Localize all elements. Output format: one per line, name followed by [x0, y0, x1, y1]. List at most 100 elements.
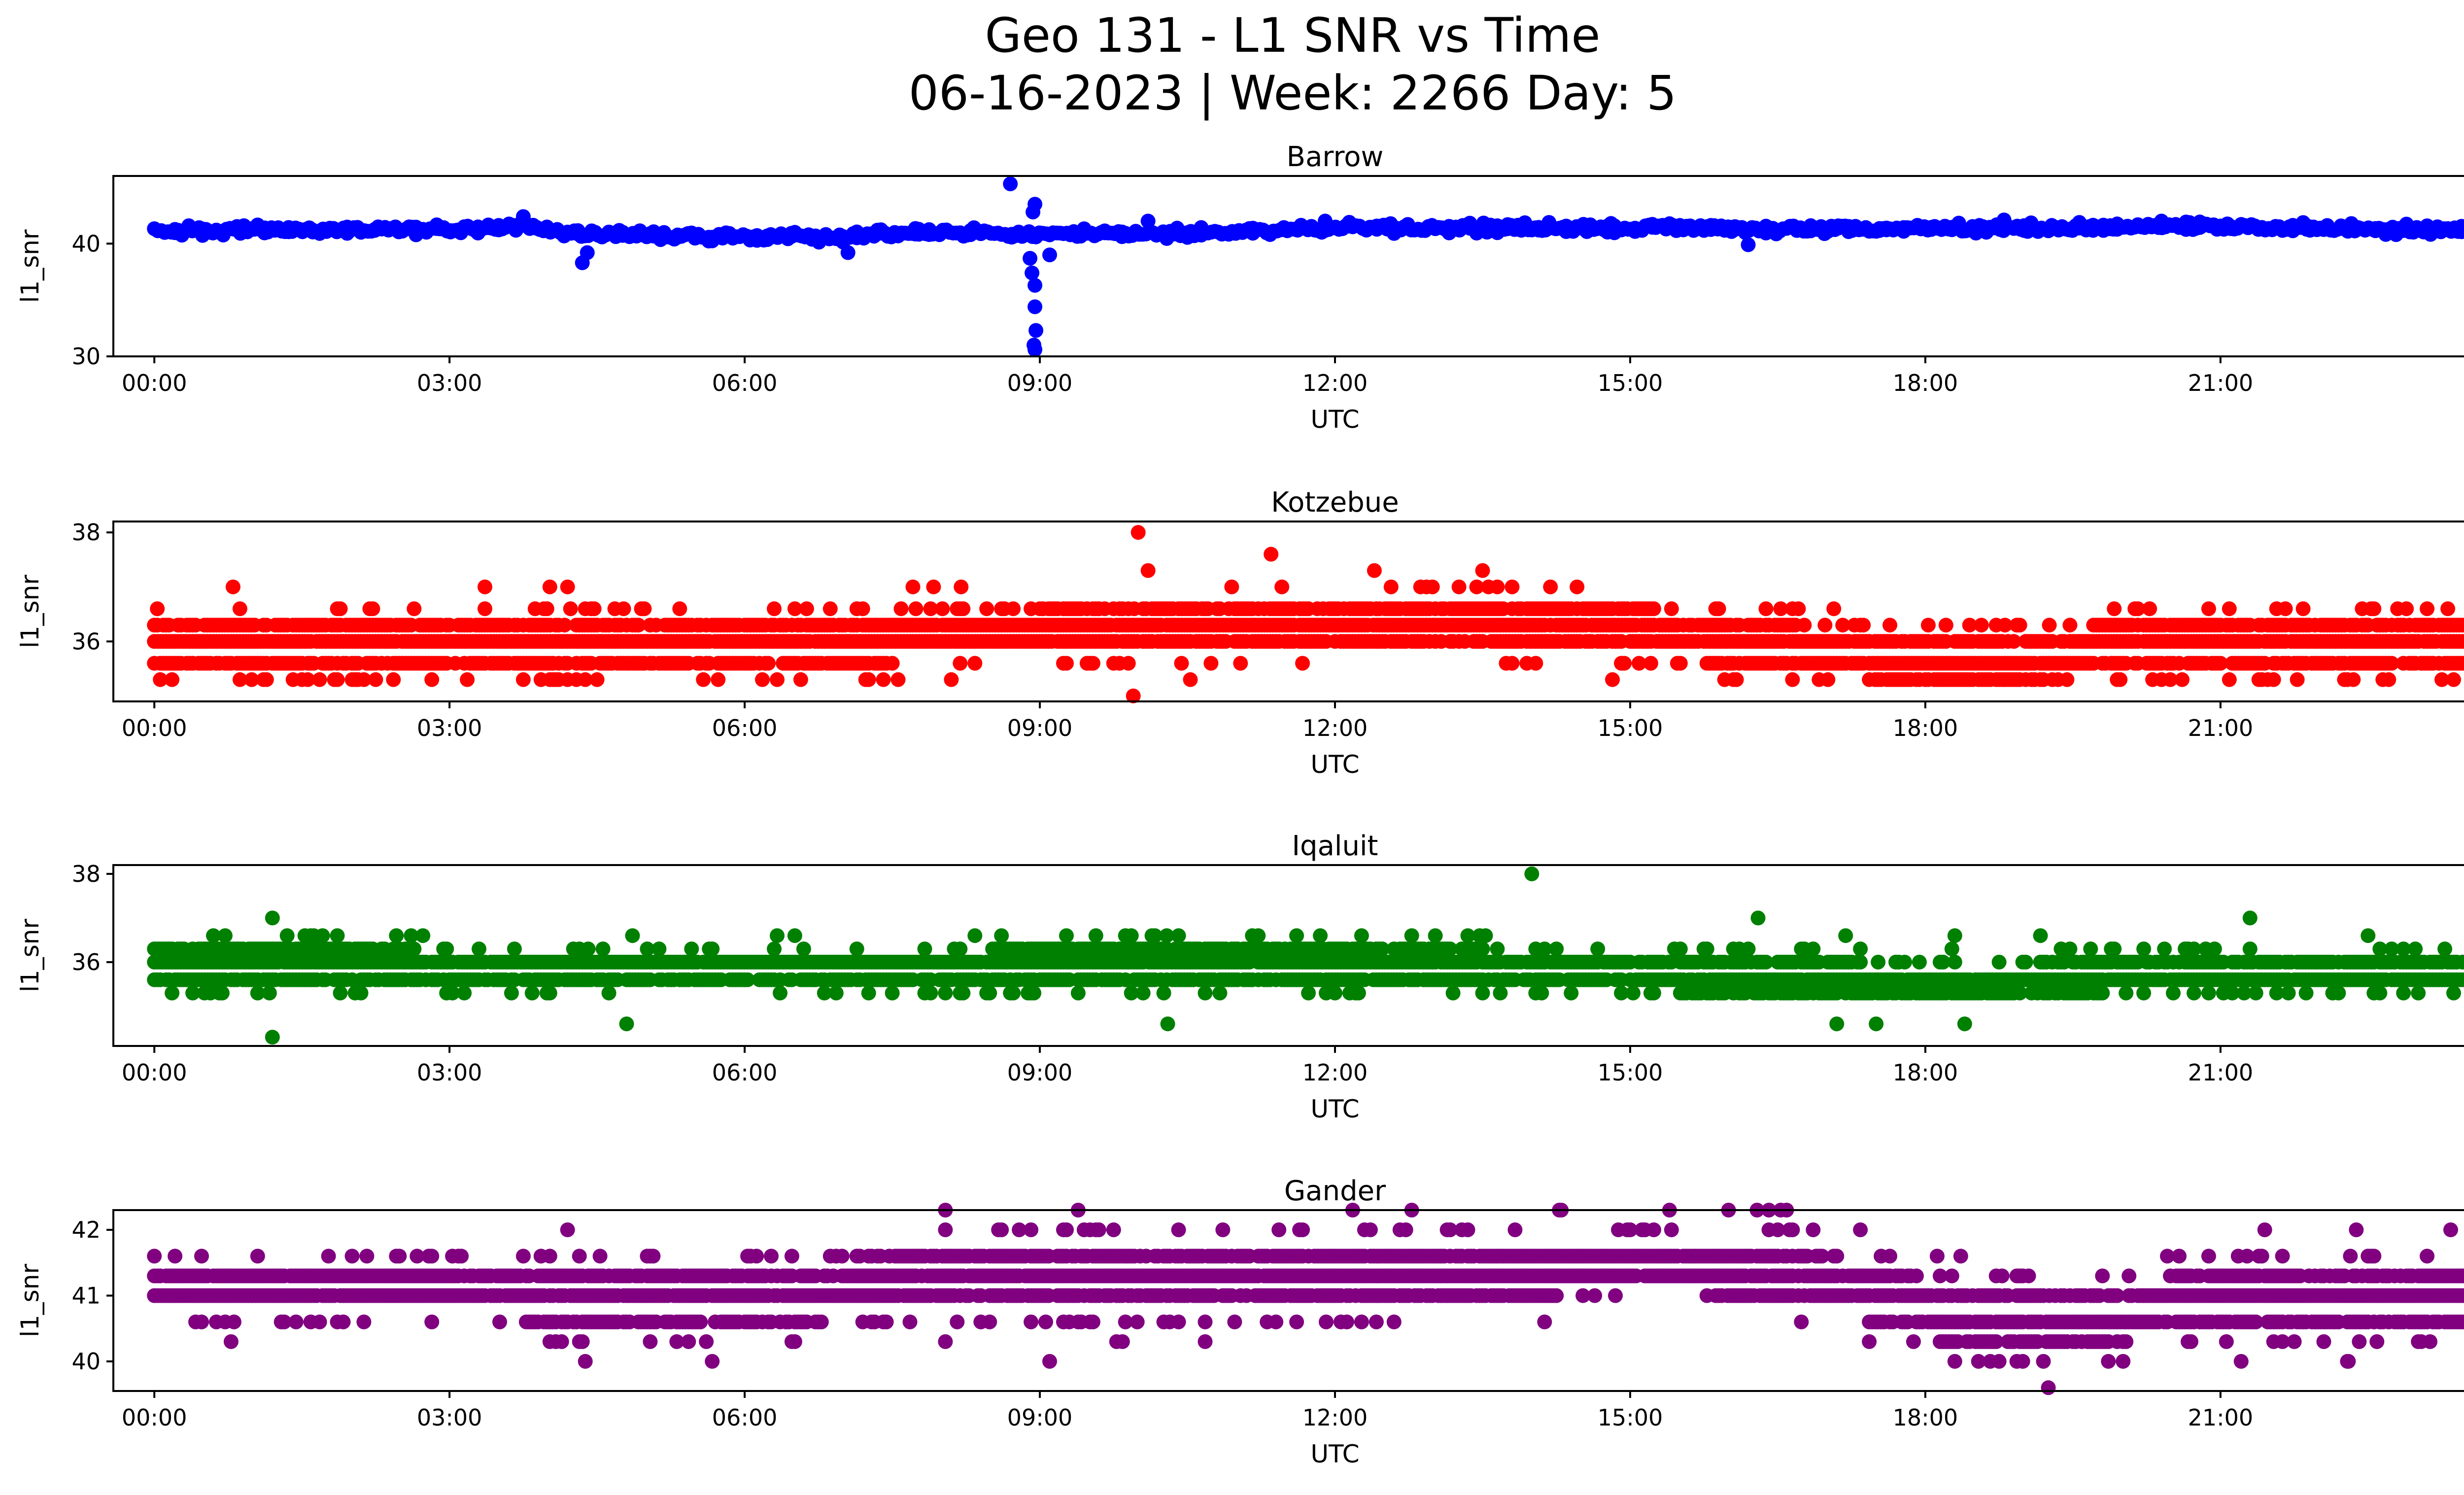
data-point	[2222, 672, 2237, 687]
data-point	[1233, 656, 1248, 671]
data-point	[787, 601, 802, 616]
data-point	[923, 985, 938, 1001]
data-point	[979, 601, 994, 616]
data-point	[557, 618, 572, 633]
data-point	[1605, 672, 1620, 687]
data-point	[1140, 563, 1156, 578]
data-point	[2372, 985, 2388, 1001]
data-point	[1445, 985, 1461, 1001]
data-point	[1478, 928, 1493, 943]
y-tick-label: 36	[71, 628, 101, 655]
data-point	[542, 579, 557, 594]
data-point	[1428, 928, 1443, 943]
y-axis-label: l1_snr	[16, 575, 44, 648]
data-point	[1027, 985, 1042, 1001]
data-point	[967, 656, 983, 671]
data-point	[2399, 601, 2414, 616]
data-point	[1528, 656, 1543, 671]
data-point	[1699, 941, 1714, 957]
data-point	[2381, 672, 2396, 687]
data-point	[1289, 928, 1304, 943]
data-point	[1543, 579, 1558, 594]
data-point	[2242, 941, 2258, 957]
data-point	[616, 601, 631, 616]
data-point	[225, 579, 240, 594]
data-point	[524, 985, 540, 1001]
data-point	[1027, 299, 1043, 314]
data-point	[1140, 213, 1156, 229]
data-point	[244, 672, 259, 687]
data-point	[300, 672, 315, 687]
data-point	[2059, 672, 2075, 687]
data-point	[478, 601, 492, 616]
data-point	[1856, 618, 1871, 633]
data-point	[1198, 985, 1213, 1001]
data-point	[2113, 672, 2128, 687]
data-point	[356, 672, 372, 687]
data-point	[1475, 985, 1490, 1001]
data-point	[1023, 251, 1038, 266]
data-point	[333, 601, 348, 616]
data-point	[2154, 213, 2169, 229]
data-point	[2142, 601, 2157, 616]
data-point	[2222, 601, 2237, 616]
data-point	[840, 245, 856, 260]
data-point	[1027, 278, 1043, 293]
data-point	[2062, 941, 2078, 957]
data-point	[504, 985, 519, 1001]
data-point	[770, 928, 785, 943]
data-point	[1059, 928, 1074, 943]
data-point	[1171, 928, 1186, 943]
data-point	[439, 941, 454, 957]
data-point	[1124, 928, 1139, 943]
data-point	[1135, 985, 1151, 1001]
data-point	[1026, 205, 1041, 220]
data-point	[217, 928, 233, 943]
data-point	[1664, 601, 1679, 616]
x-tick-label: 12:00	[1302, 715, 1368, 741]
data-point	[2187, 985, 2201, 1001]
data-point	[1944, 941, 1959, 957]
data-point	[861, 985, 876, 1001]
data-point	[581, 941, 596, 957]
data-point	[1991, 954, 2007, 970]
data-point	[876, 672, 891, 687]
data-point	[1564, 985, 1579, 1001]
data-point	[2083, 941, 2098, 957]
data-point	[1425, 579, 1440, 594]
x-tick-label: 12:00	[1302, 370, 1368, 396]
data-point	[315, 928, 330, 943]
data-point	[1251, 928, 1266, 943]
data-point	[542, 985, 557, 1001]
data-point	[407, 941, 422, 957]
data-point	[1673, 656, 1688, 671]
data-point	[1534, 985, 1549, 1001]
data-point	[967, 928, 983, 943]
data-point	[2107, 941, 2122, 957]
data-point	[563, 601, 578, 616]
x-axis-label: UTC	[1310, 750, 1359, 779]
x-tick-label: 15:00	[1598, 370, 1663, 396]
data-point	[1625, 985, 1641, 1001]
figure-title-line2: 06-16-2023 | Week: 2266 Day: 5	[909, 66, 1677, 121]
data-point	[595, 941, 611, 957]
data-point	[773, 985, 787, 1001]
data-point	[855, 601, 870, 616]
data-point	[885, 985, 900, 1001]
data-point	[259, 672, 274, 687]
data-point	[330, 928, 345, 943]
data-point	[232, 672, 247, 687]
data-point	[1549, 941, 1564, 957]
y-axis-label: l1_snr	[16, 229, 44, 303]
data-point	[515, 672, 531, 687]
data-point	[944, 672, 959, 687]
data-point	[938, 985, 953, 1001]
x-tick-label: 00:00	[122, 715, 187, 741]
data-point	[2095, 985, 2110, 1001]
data-point	[1741, 237, 1756, 252]
data-point	[1646, 985, 1661, 1001]
data-point	[2446, 672, 2461, 687]
data-point	[2136, 941, 2152, 957]
data-point	[1646, 601, 1661, 616]
